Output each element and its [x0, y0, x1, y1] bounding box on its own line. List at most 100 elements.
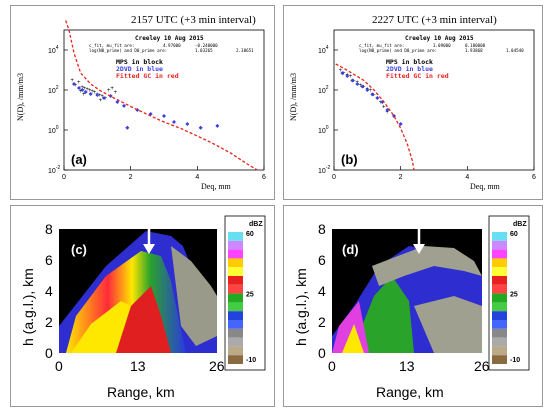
y-axis-label: h (a.g.l.), km — [20, 268, 36, 346]
y-axis-label: N(D), /mm/m3 — [16, 73, 25, 121]
y-tick-label: 10-2 — [48, 165, 60, 175]
2dvd-point — [365, 88, 370, 92]
2dvd-point — [122, 103, 126, 108]
mps-point: + — [110, 86, 114, 92]
param-row1-value1: 4.97000 — [163, 43, 181, 48]
param-row1-value1: 3.09000 — [433, 43, 451, 48]
mps-point: + — [352, 78, 356, 84]
mps-point: + — [99, 98, 103, 104]
colorbar-swatch — [492, 328, 507, 338]
x-tick-label: 2 — [129, 174, 133, 181]
mps-point: + — [369, 88, 373, 94]
colorbar-swatch — [492, 320, 507, 329]
x-tick-label: 0 — [332, 174, 336, 181]
colorbar-swatch — [492, 337, 507, 347]
colorbar-swatch — [492, 293, 507, 303]
2dvd-point — [83, 90, 88, 95]
2dvd-point — [360, 84, 365, 89]
colorbar-swatch — [492, 346, 507, 356]
mps-point: + — [349, 74, 353, 80]
2dvd-point — [380, 100, 385, 105]
legend-mps: MPS in block — [116, 58, 163, 66]
x-tick-label: 26 — [474, 358, 490, 374]
echo-core-yellow — [342, 324, 364, 353]
location-label: Creeley 10 Aug 2015 — [405, 35, 474, 42]
plot-title: 2227 UTC (+3 min interval) — [372, 14, 497, 26]
mps-point: + — [74, 83, 78, 89]
colorbar-swatch — [228, 355, 243, 364]
y-tick-label: 2 — [318, 314, 326, 330]
plot-title: 2157 UTC (+3 min interval) — [131, 14, 256, 26]
x-tick-label: 0 — [62, 174, 66, 181]
mps-point: + — [88, 88, 92, 94]
rhi-plot-c: 0 2 4 6 8 0 13 26 h (a.g.l.), km Range, km (c)… — [20, 215, 266, 400]
mps-point: + — [77, 80, 81, 86]
y-tick-label: 102 — [48, 85, 59, 95]
colorbar-tick-label: 25 — [246, 292, 254, 299]
dsd-panel-b: 2227 UTC (+3 min interval) Creeley 10 Au… — [283, 5, 543, 200]
y-tick-label: 0 — [45, 345, 53, 361]
y-tick-label: 8 — [45, 221, 53, 237]
2dvd-point — [355, 81, 360, 86]
x-axis-label: Range, km — [107, 384, 175, 400]
echo-core-red — [116, 286, 171, 353]
rhi-plot-d: 0 2 4 6 8 0 13 26 h (a.g.l.), km Range, km (d)… — [293, 215, 530, 400]
colorbar-swatch — [228, 311, 243, 320]
2dvd-point — [398, 121, 403, 126]
colorbar-swatch — [492, 267, 507, 276]
x-axis-label: Range, km — [376, 384, 444, 400]
x-tick-label: 2 — [399, 174, 403, 181]
mps-point: + — [100, 94, 104, 100]
plot-frame — [63, 29, 265, 171]
param-row2-label: log(N0_prime) and D0_prime are: — [359, 48, 437, 53]
param-row1-value2: 0.180000 — [465, 43, 486, 48]
colorbar-label: dBZ — [513, 221, 527, 228]
colorbar-tick-label: -10 — [246, 357, 256, 364]
x-tick-label: 0 — [55, 358, 63, 374]
2dvd-point — [185, 121, 190, 126]
colorbar-swatch — [492, 311, 507, 320]
param-row2-value2: 2.38651 — [236, 48, 254, 53]
colorbar-swatch — [228, 337, 243, 347]
mps-point: + — [79, 89, 83, 95]
y-tick-label: 100 — [48, 125, 59, 135]
colorbar-swatch — [228, 240, 243, 250]
x-tick-label: 4 — [195, 174, 199, 181]
mps-point: + — [104, 96, 108, 102]
fit-curve — [65, 20, 258, 171]
param-row1-label: c_fit, mu_fit are: — [359, 43, 404, 48]
y-tick-label: 6 — [45, 252, 53, 268]
mps-point: + — [342, 71, 346, 77]
2dvd-point — [88, 92, 93, 97]
panel-label: (d) — [342, 242, 359, 257]
2dvd-point — [350, 78, 355, 83]
data-marks: +++++++++++++++++++ — [65, 20, 258, 171]
colorbar-swatch — [492, 258, 507, 268]
y-tick-label: 102 — [318, 85, 329, 95]
y-tick-label: 104 — [318, 45, 329, 55]
y-axis-label: N(D), /mm/m3 — [289, 73, 298, 121]
colorbar-swatch — [492, 355, 507, 364]
param-row2-value1: 1.93868 — [465, 48, 483, 53]
2dvd-point — [80, 88, 85, 92]
2dvd-point — [198, 125, 203, 130]
arrow-down-icon — [143, 244, 155, 254]
2dvd-point — [370, 92, 375, 97]
x-tick-label: 4 — [465, 174, 469, 181]
colorbar-swatch — [492, 276, 507, 285]
y-ticks: 0 2 4 6 8 — [318, 221, 326, 361]
x-tick-label: 6 — [532, 174, 536, 181]
mps-point: + — [372, 92, 376, 98]
2dvd-point — [125, 125, 130, 130]
y-axis-label: h (a.g.l.), km — [293, 268, 309, 346]
colorbar-tick-label: 60 — [510, 231, 518, 238]
y-tick-label: 0 — [318, 345, 326, 361]
colorbar-swatch — [228, 232, 243, 241]
x-ticks: 0 2 4 6 — [332, 166, 536, 181]
echo-edge-lower — [414, 296, 482, 353]
y-tick-label: 2 — [45, 314, 53, 330]
y-ticks: 10-2 100 102 104 — [48, 45, 68, 175]
2dvd-point — [345, 74, 350, 79]
dbz-colorbar: dBZ 60 25 -10 — [224, 215, 266, 371]
y-tick-label: 4 — [45, 283, 53, 299]
